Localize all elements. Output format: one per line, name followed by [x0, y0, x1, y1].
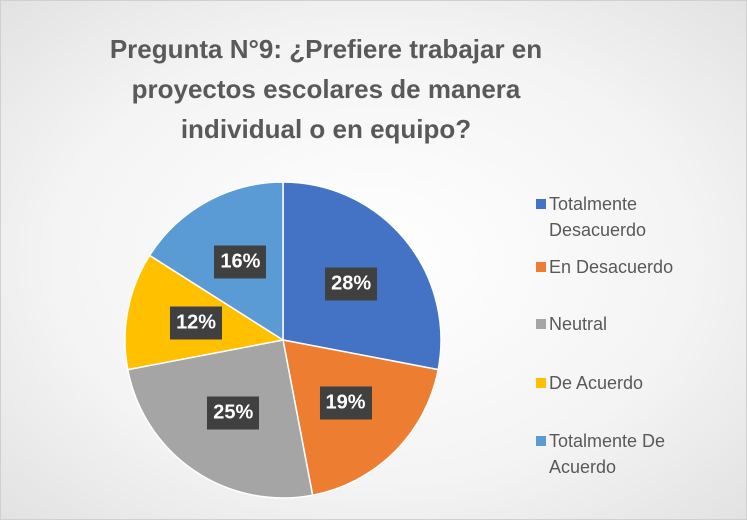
data-label: 25% [207, 396, 260, 430]
legend-item: Neutral [536, 311, 709, 337]
legend-swatch [536, 378, 546, 388]
legend-label: Neutral [549, 314, 608, 334]
legend-item: Totalmente Desacuerdo [536, 191, 709, 243]
chart-title: Pregunta N°9: ¿Prefiere trabajar en proy… [109, 34, 543, 144]
legend-label: Totalmente De Acuerdo [549, 431, 666, 477]
legend-item: De Acuerdo [536, 370, 709, 396]
legend-swatch [536, 319, 546, 329]
legend-swatch [536, 199, 546, 209]
legend-item: Totalmente De Acuerdo [536, 428, 709, 480]
legend-item: En Desacuerdo [536, 254, 709, 280]
legend-swatch [536, 436, 546, 446]
legend-label: Totalmente Desacuerdo [549, 194, 647, 240]
legend-label: En Desacuerdo [549, 257, 674, 277]
data-label: 19% [319, 386, 372, 420]
data-label: 16% [214, 245, 267, 279]
legend-label: De Acuerdo [549, 373, 644, 393]
data-label: 28% [325, 267, 378, 301]
data-label: 12% [170, 306, 223, 340]
legend-swatch [536, 262, 546, 272]
